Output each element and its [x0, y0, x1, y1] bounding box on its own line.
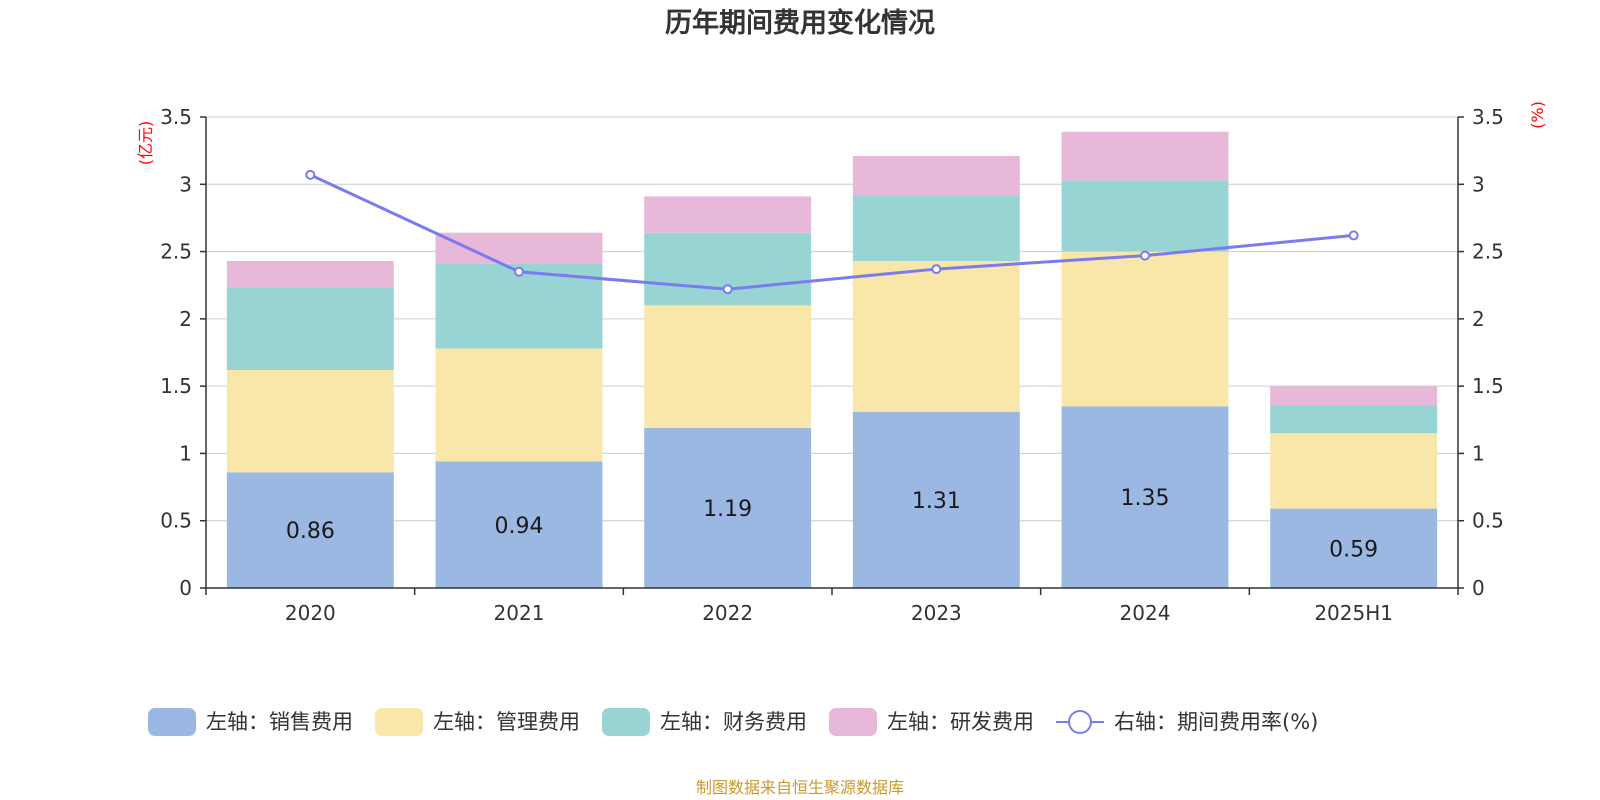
left-tick-label: 1 — [179, 441, 192, 465]
bar-segment-1-3 — [852, 260, 1020, 412]
bar-value-label: 1.19 — [703, 497, 752, 522]
left-tick-label: 1.5 — [160, 374, 192, 398]
right-tick-label: 3 — [1472, 172, 1485, 196]
bar-segment-2-0 — [226, 287, 394, 370]
left-axis-unit: (亿元) — [136, 121, 155, 166]
bar-segment-3-0 — [226, 260, 394, 288]
legend-swatch — [148, 708, 196, 736]
bar-segment-1-2 — [644, 305, 812, 428]
gridlines — [206, 116, 1458, 522]
bars — [226, 131, 1438, 588]
legend-label: 左轴：研发费用 — [887, 710, 1034, 734]
legend-item: 左轴：研发费用 — [829, 708, 1034, 736]
left-tick-label: 0 — [179, 576, 192, 600]
bar-segment-0-3 — [852, 411, 1020, 588]
right-tick-label: 1 — [1472, 441, 1485, 465]
bar-value-label: 1.35 — [1121, 486, 1170, 511]
bar-segment-3-3 — [852, 156, 1020, 196]
bar-value-label: 0.86 — [286, 519, 335, 544]
legend: 左轴：销售费用 左轴：管理费用 左轴：财务费用 左轴：研发费用 右轴：期间费用率(%) — [148, 708, 1318, 736]
bar-segment-0-2 — [644, 427, 812, 588]
legend-marker — [1068, 710, 1092, 734]
bar-value-labels: 0.86 0.94 1.19 1.31 1.35 0.59 — [286, 486, 1378, 562]
bar-segment-0-4 — [1061, 406, 1229, 588]
legend-swatch — [602, 708, 650, 736]
right-tick-label: 3.5 — [1472, 105, 1504, 129]
axes: 0 0.5 1 1.5 2 2.5 3 3.5 0 0.5 1 1.5 2 2.5 3 3.5 2020 2021… — [136, 101, 1547, 625]
right-axis-unit: (%) — [1528, 101, 1547, 129]
left-tick-label: 2 — [179, 307, 192, 331]
legend-item: 左轴：销售费用 — [148, 708, 353, 736]
bar-segment-0-1 — [435, 461, 603, 588]
legend-label: 左轴：管理费用 — [433, 710, 580, 734]
bar-value-label: 1.31 — [912, 489, 961, 514]
rate-point — [931, 264, 942, 275]
bar-segment-2-4 — [1061, 180, 1229, 252]
legend-swatch — [375, 708, 423, 736]
left-tick-label: 0.5 — [160, 509, 192, 533]
rate-point — [514, 266, 524, 277]
bar-segment-0-5 — [1270, 508, 1438, 588]
legend-label: 左轴：销售费用 — [206, 710, 353, 734]
bar-segment-3-5 — [1270, 386, 1438, 405]
x-tick-label: 2021 — [494, 601, 545, 625]
legend-label: 右轴：期间费用率(%) — [1114, 710, 1318, 734]
bar-value-label: 0.59 — [1329, 537, 1378, 562]
left-tick-label: 3.5 — [160, 105, 192, 129]
x-tick-label: 2022 — [702, 601, 753, 625]
legend-item: 左轴：财务费用 — [602, 708, 807, 736]
legend-item: 左轴：管理费用 — [375, 708, 580, 736]
bar-segment-1-0 — [226, 369, 394, 473]
left-tick-label: 2.5 — [160, 240, 192, 264]
chart-title: 历年期间费用变化情况 — [665, 7, 935, 39]
x-tick-label: 2024 — [1120, 601, 1171, 625]
rate-polyline — [309, 173, 1354, 291]
legend-swatch — [829, 708, 877, 736]
bar-segment-3-1 — [435, 232, 603, 264]
right-tick-label: 2 — [1472, 307, 1485, 331]
source-note: 制图数据来自恒生聚源数据库 — [696, 778, 904, 797]
x-tick-label: 2023 — [911, 601, 962, 625]
bar-segment-0-0 — [226, 472, 394, 588]
rate-point — [1348, 230, 1359, 241]
right-tick-label: 1.5 — [1472, 374, 1504, 398]
bar-segment-3-4 — [1061, 131, 1229, 181]
legend-item: 右轴：期间费用率(%) — [1056, 710, 1318, 734]
rate-point — [722, 284, 733, 295]
left-tick-label: 3 — [179, 172, 192, 196]
bar-segment-1-4 — [1061, 251, 1229, 407]
bar-segment-1-1 — [435, 348, 603, 462]
bar-segment-1-5 — [1270, 433, 1438, 509]
right-tick-label: 0.5 — [1472, 509, 1504, 533]
bar-segment-2-2 — [644, 232, 812, 306]
bar-segment-3-2 — [644, 196, 812, 233]
legend-label: 左轴：财务费用 — [660, 710, 807, 734]
rate-point — [305, 169, 316, 180]
x-tick-label: 2025H1 — [1314, 601, 1393, 625]
x-tick-label: 2020 — [285, 601, 336, 625]
rate-point — [1140, 250, 1150, 261]
bar-value-label: 0.94 — [495, 514, 544, 539]
right-tick-label: 2.5 — [1472, 240, 1504, 264]
bar-segment-2-3 — [852, 195, 1020, 261]
rate-line — [305, 169, 1359, 295]
right-tick-label: 0 — [1472, 576, 1485, 600]
bar-segment-2-5 — [1270, 404, 1438, 434]
